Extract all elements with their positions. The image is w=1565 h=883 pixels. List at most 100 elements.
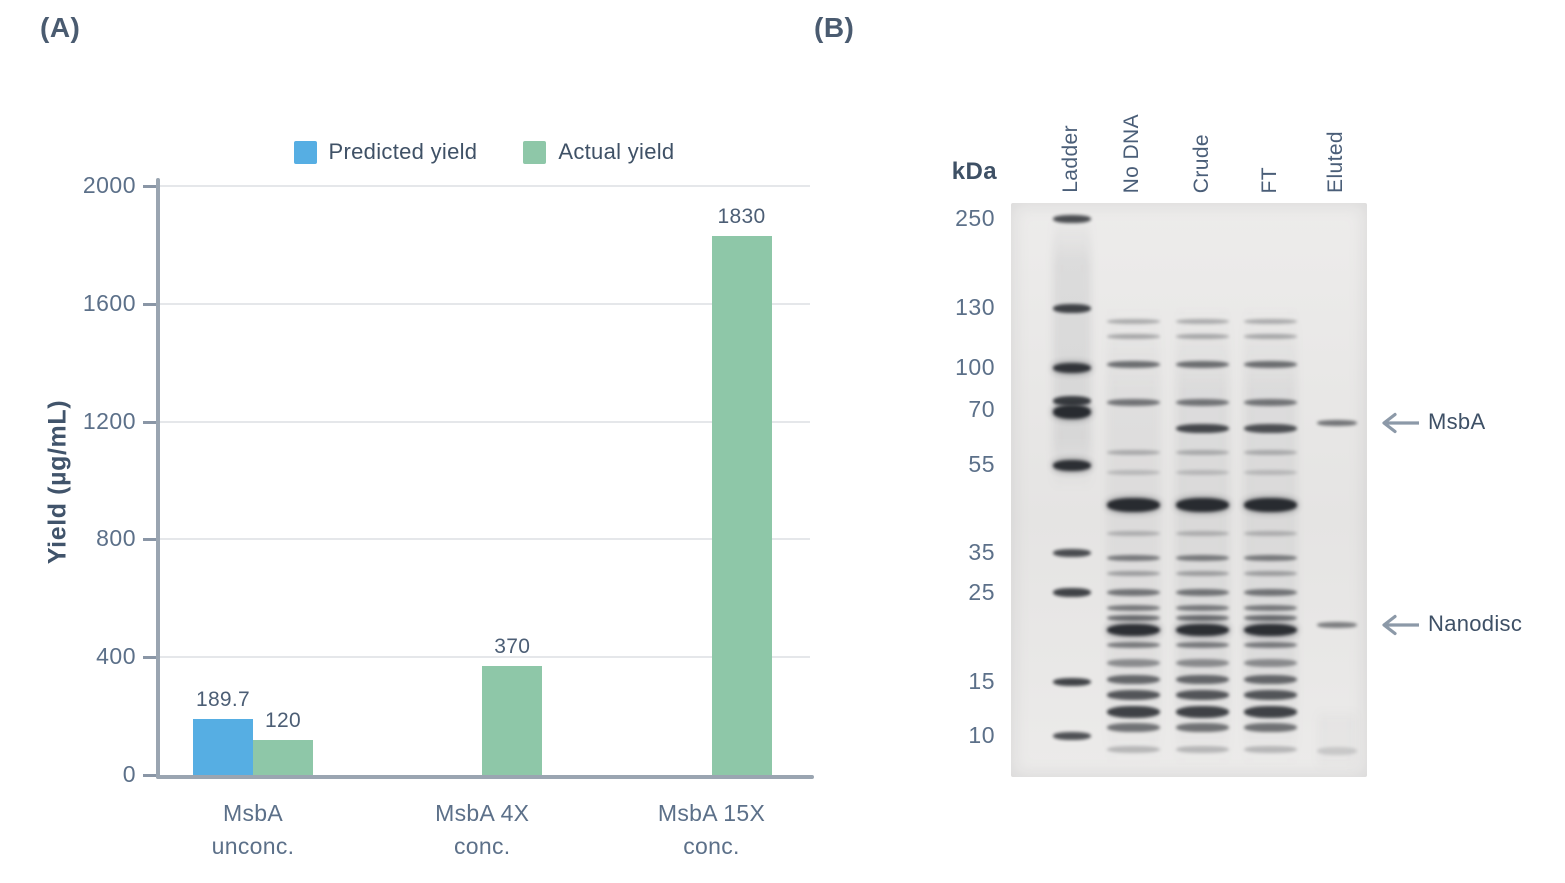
gel-band: [1244, 470, 1298, 476]
gel-band: [1106, 674, 1160, 684]
gel-lane-label: FT: [1257, 166, 1281, 193]
gel-band: [1176, 470, 1230, 476]
gel-band: [1106, 398, 1160, 406]
gel-band: [1106, 705, 1160, 718]
gel-band: [1244, 745, 1298, 753]
gel-band: [1176, 745, 1230, 753]
gel-band: [1176, 674, 1230, 684]
gel-band: [1244, 659, 1298, 668]
gel-band: [1176, 530, 1230, 536]
gel-band: [1244, 690, 1298, 701]
gel-band: [1244, 361, 1298, 369]
legend-swatch-icon: [293, 140, 317, 164]
kda-marker-label: 35: [968, 539, 995, 566]
panel-a-label: (A): [40, 12, 81, 43]
kda-marker-label: 100: [955, 353, 995, 380]
gel-band: [1106, 497, 1160, 512]
annotation-label: Nanodisc: [1428, 610, 1523, 636]
y-tick-label: 2000: [82, 172, 136, 198]
lane-smear: [1052, 214, 1091, 490]
gel-band: [1106, 588, 1160, 596]
bar-value-label: 1830: [717, 205, 766, 229]
gel-band: [1176, 497, 1230, 512]
gel-band: [1052, 677, 1091, 686]
gel-band: [1176, 690, 1230, 701]
y-tick-label: 800: [96, 525, 136, 552]
gel-lane-label: Ladder: [1058, 125, 1082, 193]
y-tick-label: 0: [122, 761, 136, 787]
legend-item: Actual yield: [523, 139, 674, 165]
gel-band: [1106, 624, 1160, 637]
y-tick-label: 400: [96, 643, 136, 670]
gel-band: [1244, 398, 1298, 406]
y-axis-tick: [143, 656, 156, 660]
lane-smear: [1176, 306, 1230, 766]
legend-item: Predicted yield: [293, 139, 478, 165]
bar-actual-yield: [253, 739, 313, 775]
gel-image: [1011, 203, 1367, 777]
gel-band: [1176, 571, 1230, 577]
gel-band: [1317, 621, 1358, 628]
gel-band: [1176, 398, 1230, 406]
panel-b-label: (B): [814, 12, 855, 43]
gel-band: [1176, 334, 1230, 340]
gel-band: [1244, 705, 1298, 718]
kda-marker-label: 55: [968, 450, 995, 477]
gel-band: [1244, 450, 1298, 456]
gel-band: [1052, 396, 1091, 407]
gridline: [158, 538, 810, 541]
gel-lane-label: Eluted: [1324, 131, 1348, 193]
annotation-arrow-icon: [1379, 412, 1421, 434]
gel-band: [1244, 674, 1298, 684]
lane-smear: [1317, 708, 1358, 772]
gel-band: [1106, 641, 1160, 648]
gel-band: [1176, 605, 1230, 612]
gel-band: [1052, 215, 1091, 224]
gel-band: [1176, 423, 1230, 433]
legend-label: Predicted yield: [328, 139, 478, 164]
gel-band: [1176, 624, 1230, 637]
gel-band: [1176, 361, 1230, 369]
gel-band: [1244, 423, 1298, 433]
gel-band: [1052, 732, 1091, 741]
kda-marker-label: 10: [968, 722, 995, 749]
kda-marker-label: 15: [968, 667, 995, 694]
x-axis-line: [156, 775, 814, 779]
bar-actual-yield: [711, 236, 772, 775]
gel-band: [1176, 588, 1230, 596]
bar-value-label: 120: [265, 708, 301, 732]
gel-band: [1176, 450, 1230, 456]
gel-band: [1052, 588, 1091, 598]
gel-band: [1176, 555, 1230, 562]
x-category-label: MsbA 4X conc.: [435, 800, 530, 860]
y-axis-tick: [143, 185, 156, 188]
gel-band: [1052, 362, 1091, 373]
chart-legend: Predicted yield Actual yield: [158, 139, 810, 165]
legend-swatch-icon: [523, 140, 547, 164]
gel-band: [1244, 723, 1298, 733]
gel-band: [1106, 745, 1160, 753]
bar-chart-plot-area: 189.7 120 370 1830: [158, 180, 810, 777]
annotation-arrow-icon: [1379, 614, 1421, 636]
gel-band: [1106, 605, 1160, 612]
gel-band: [1106, 334, 1160, 340]
gel-band: [1052, 303, 1091, 313]
gel-band: [1106, 723, 1160, 733]
gel-band: [1244, 605, 1298, 612]
kda-marker-label: 25: [968, 578, 995, 605]
gel-band: [1052, 460, 1091, 472]
annotation-label: MsbA: [1428, 408, 1486, 434]
gel-band: [1244, 319, 1298, 325]
y-tick-label: 1600: [82, 289, 136, 316]
gel-band: [1176, 641, 1230, 648]
kda-marker-label: 130: [955, 294, 995, 321]
gel-band: [1244, 497, 1298, 512]
gel-band: [1106, 555, 1160, 562]
y-axis-line: [156, 178, 160, 779]
gel-band: [1052, 404, 1091, 419]
gel-band: [1106, 615, 1160, 621]
gel-band: [1244, 615, 1298, 621]
gel-band: [1176, 319, 1230, 325]
kda-marker-label: 70: [968, 396, 995, 423]
